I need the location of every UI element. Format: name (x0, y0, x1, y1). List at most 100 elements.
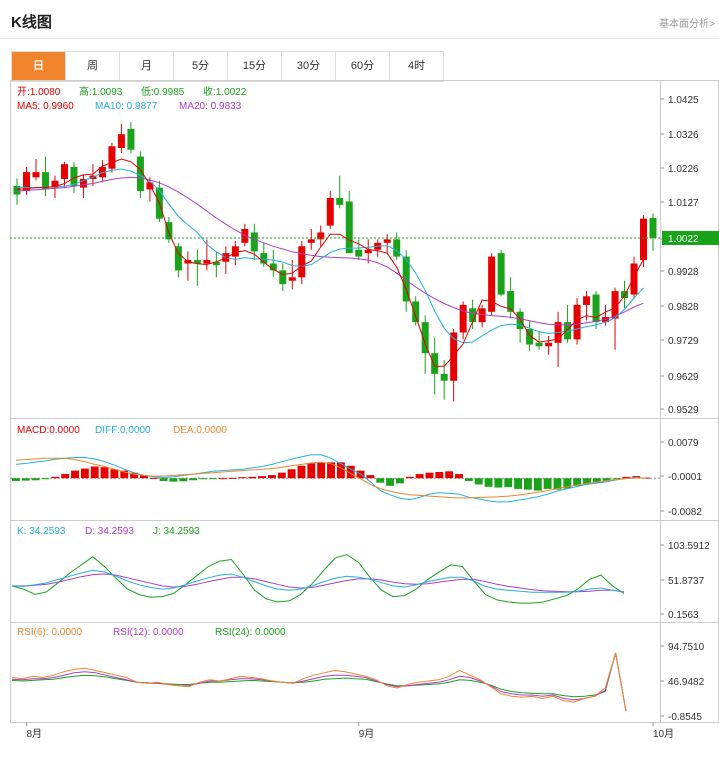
candle-body (250, 232, 258, 252)
candle-body (298, 246, 306, 278)
tab-4hour[interactable]: 4时 (390, 52, 444, 81)
kdj-legend: J: 34.2593 (153, 526, 200, 537)
candle-body (13, 185, 21, 195)
kdj-legend: K: 34.2593 (17, 526, 66, 537)
y-tick-label: -0.8545 (668, 712, 702, 723)
macd-bar (543, 478, 552, 489)
candle-body (393, 239, 401, 257)
macd-bar (179, 478, 188, 482)
macd-bar (622, 476, 631, 479)
candle-body (260, 253, 268, 264)
macd-bar (376, 478, 385, 483)
y-tick-label: 0.9828 (668, 302, 699, 313)
y-tick-label: 103.5912 (668, 541, 710, 552)
y-tick-label: -0.0082 (668, 507, 702, 518)
ma-legend: MA10: 0.9877 (95, 101, 158, 112)
macd-bar (563, 478, 572, 489)
macd-bar (612, 478, 621, 480)
candle-body (421, 322, 429, 354)
candle-body (279, 270, 287, 285)
x-tick-label: 10月 (653, 728, 674, 740)
candle-body (459, 304, 467, 333)
macd-bar (268, 475, 276, 479)
rsi-legend: RSI(6): 0.0000 (17, 627, 82, 638)
macd-bar (464, 478, 473, 481)
macd-bar (514, 478, 523, 489)
rsi6-line (11, 652, 627, 712)
candle-body (117, 134, 125, 148)
header-divider (0, 38, 719, 39)
candle-body (32, 172, 40, 178)
macd-bar (12, 478, 20, 481)
candle-body (516, 311, 524, 330)
macd-bar (297, 465, 306, 479)
tab-week[interactable]: 周 (66, 52, 120, 81)
candle-body (79, 179, 87, 188)
candle-body (621, 291, 629, 298)
ohlc-info: 收:1.0022 (203, 85, 247, 98)
candle-body (526, 329, 534, 345)
y-tick-label: 0.9629 (668, 372, 699, 383)
macd-bar (120, 470, 129, 479)
y-tick-label: 0.9529 (668, 405, 699, 416)
macd-bar (100, 467, 109, 479)
kdj-legend: D: 34.2593 (85, 526, 134, 537)
candle-body (583, 296, 591, 305)
kdj-d-line (12, 573, 625, 593)
candle-body (469, 308, 477, 323)
current-price-box (662, 230, 719, 245)
tab-5min[interactable]: 5分 (174, 52, 228, 81)
macd-bar (573, 478, 582, 486)
chart-area[interactable]: 1.04251.03261.02261.01271.00280.99280.98… (10, 80, 719, 752)
rsi-legend: RSI(12): 0.0000 (113, 627, 184, 638)
macd-bar (553, 478, 562, 490)
candle-body (412, 301, 420, 323)
macd-bar (455, 474, 463, 479)
ma-legend: MA5: 0.9960 (17, 101, 74, 112)
candle-body (60, 164, 68, 180)
macd-bar (583, 478, 591, 485)
y-tick-label: 0.9928 (668, 267, 699, 278)
kdj-j-line (11, 554, 625, 604)
macd-bar (366, 475, 375, 479)
macd-bar (317, 462, 326, 479)
kline-chart[interactable]: 1.04251.03261.02261.01271.00280.99280.98… (10, 80, 719, 747)
candle-body (611, 291, 619, 319)
macd-bar (51, 476, 60, 479)
fundamental-analysis-link[interactable]: 基本面分析> (659, 19, 715, 30)
macd-bar (524, 478, 532, 490)
macd-bar (494, 478, 503, 488)
candle-body (545, 342, 553, 347)
candle-body (630, 263, 638, 295)
x-tick-label: 8月 (26, 728, 42, 740)
candle-body (535, 342, 543, 347)
ma-legend: MA20: 0.9833 (179, 101, 242, 112)
candle-body (231, 246, 239, 257)
candle-body (573, 304, 581, 340)
candle-body (269, 263, 277, 271)
macd-legend: MACD:0.0000 (17, 425, 80, 436)
macd-bar (159, 478, 168, 481)
macd-bar (474, 478, 483, 485)
tab-day[interactable]: 日 (12, 52, 66, 81)
macd-bar (169, 478, 178, 482)
ohlc-info: 高:1.0093 (79, 85, 123, 98)
tab-30min[interactable]: 30分 (282, 52, 336, 81)
candle-body (203, 260, 211, 264)
macd-bar (21, 478, 30, 481)
y-tick-label: 0.9729 (668, 336, 699, 347)
y-tick-label: 1.0127 (668, 198, 699, 209)
macd-bar (435, 472, 444, 479)
tab-15min[interactable]: 15分 (228, 52, 282, 81)
tab-month[interactable]: 月 (120, 52, 174, 81)
candle-body (355, 249, 363, 257)
macd-bar (258, 476, 267, 479)
candle-body (108, 146, 116, 169)
diff-line (15, 454, 647, 503)
macd-bar (248, 476, 257, 479)
tab-60min[interactable]: 60分 (336, 52, 390, 81)
macd-bar (61, 474, 70, 479)
macd-bar (602, 478, 611, 481)
candle-body (478, 308, 486, 323)
y-tick-label: 0.0079 (668, 438, 699, 449)
